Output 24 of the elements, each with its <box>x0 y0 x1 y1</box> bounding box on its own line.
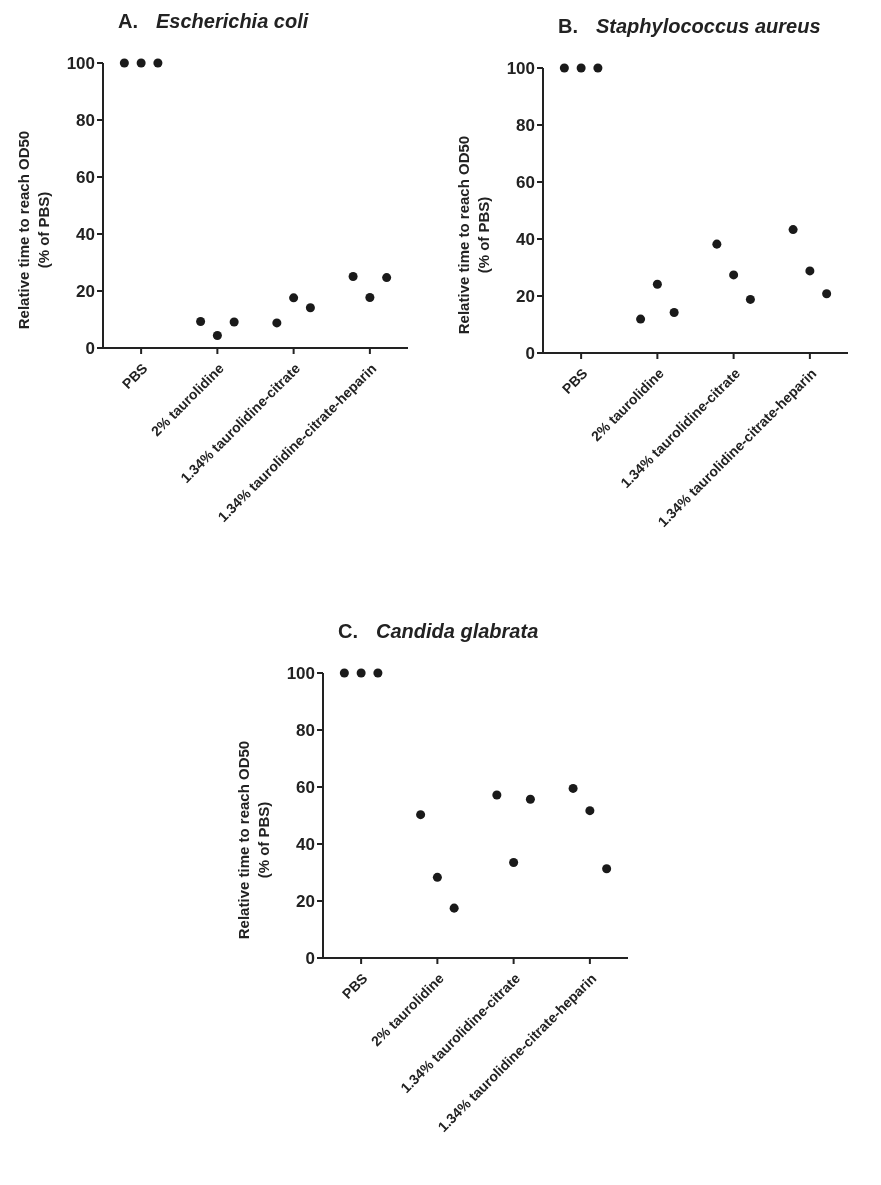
y-tick-label: 40 <box>516 230 535 250</box>
y-tick-label: 60 <box>296 778 315 798</box>
y-tick-label: 0 <box>305 949 315 969</box>
y-axis-title: Relative time to reach OD50 (% of PBS) <box>454 134 493 337</box>
y-tick-label: 80 <box>296 721 315 741</box>
y-axis-title: Relative time to reach OD50 (% of PBS) <box>234 739 273 942</box>
y-tick-label: 100 <box>506 59 535 79</box>
y-axis-title: Relative time to reach OD50 (% of PBS) <box>14 129 53 332</box>
y-tick-label: 40 <box>76 225 95 245</box>
y-tick-label: 0 <box>525 344 535 364</box>
y-tick-label: 20 <box>296 892 315 912</box>
y-tick-label: 0 <box>85 339 95 359</box>
y-tick-label: 100 <box>286 664 315 684</box>
y-tick-label: 20 <box>76 282 95 302</box>
y-tick-label: 20 <box>516 287 535 307</box>
y-tick-label: 60 <box>516 173 535 193</box>
y-tick-label: 40 <box>296 835 315 855</box>
y-tick-label: 80 <box>516 116 535 136</box>
y-tick-label: 80 <box>76 111 95 131</box>
y-tick-label: 60 <box>76 168 95 188</box>
y-tick-label: 100 <box>66 54 95 74</box>
chart-title: B. Staphylococcus aureus <box>558 15 821 37</box>
chart-title: C. Candida glabrata <box>338 620 539 642</box>
chart-title: A. Escherichia coli <box>118 10 309 32</box>
